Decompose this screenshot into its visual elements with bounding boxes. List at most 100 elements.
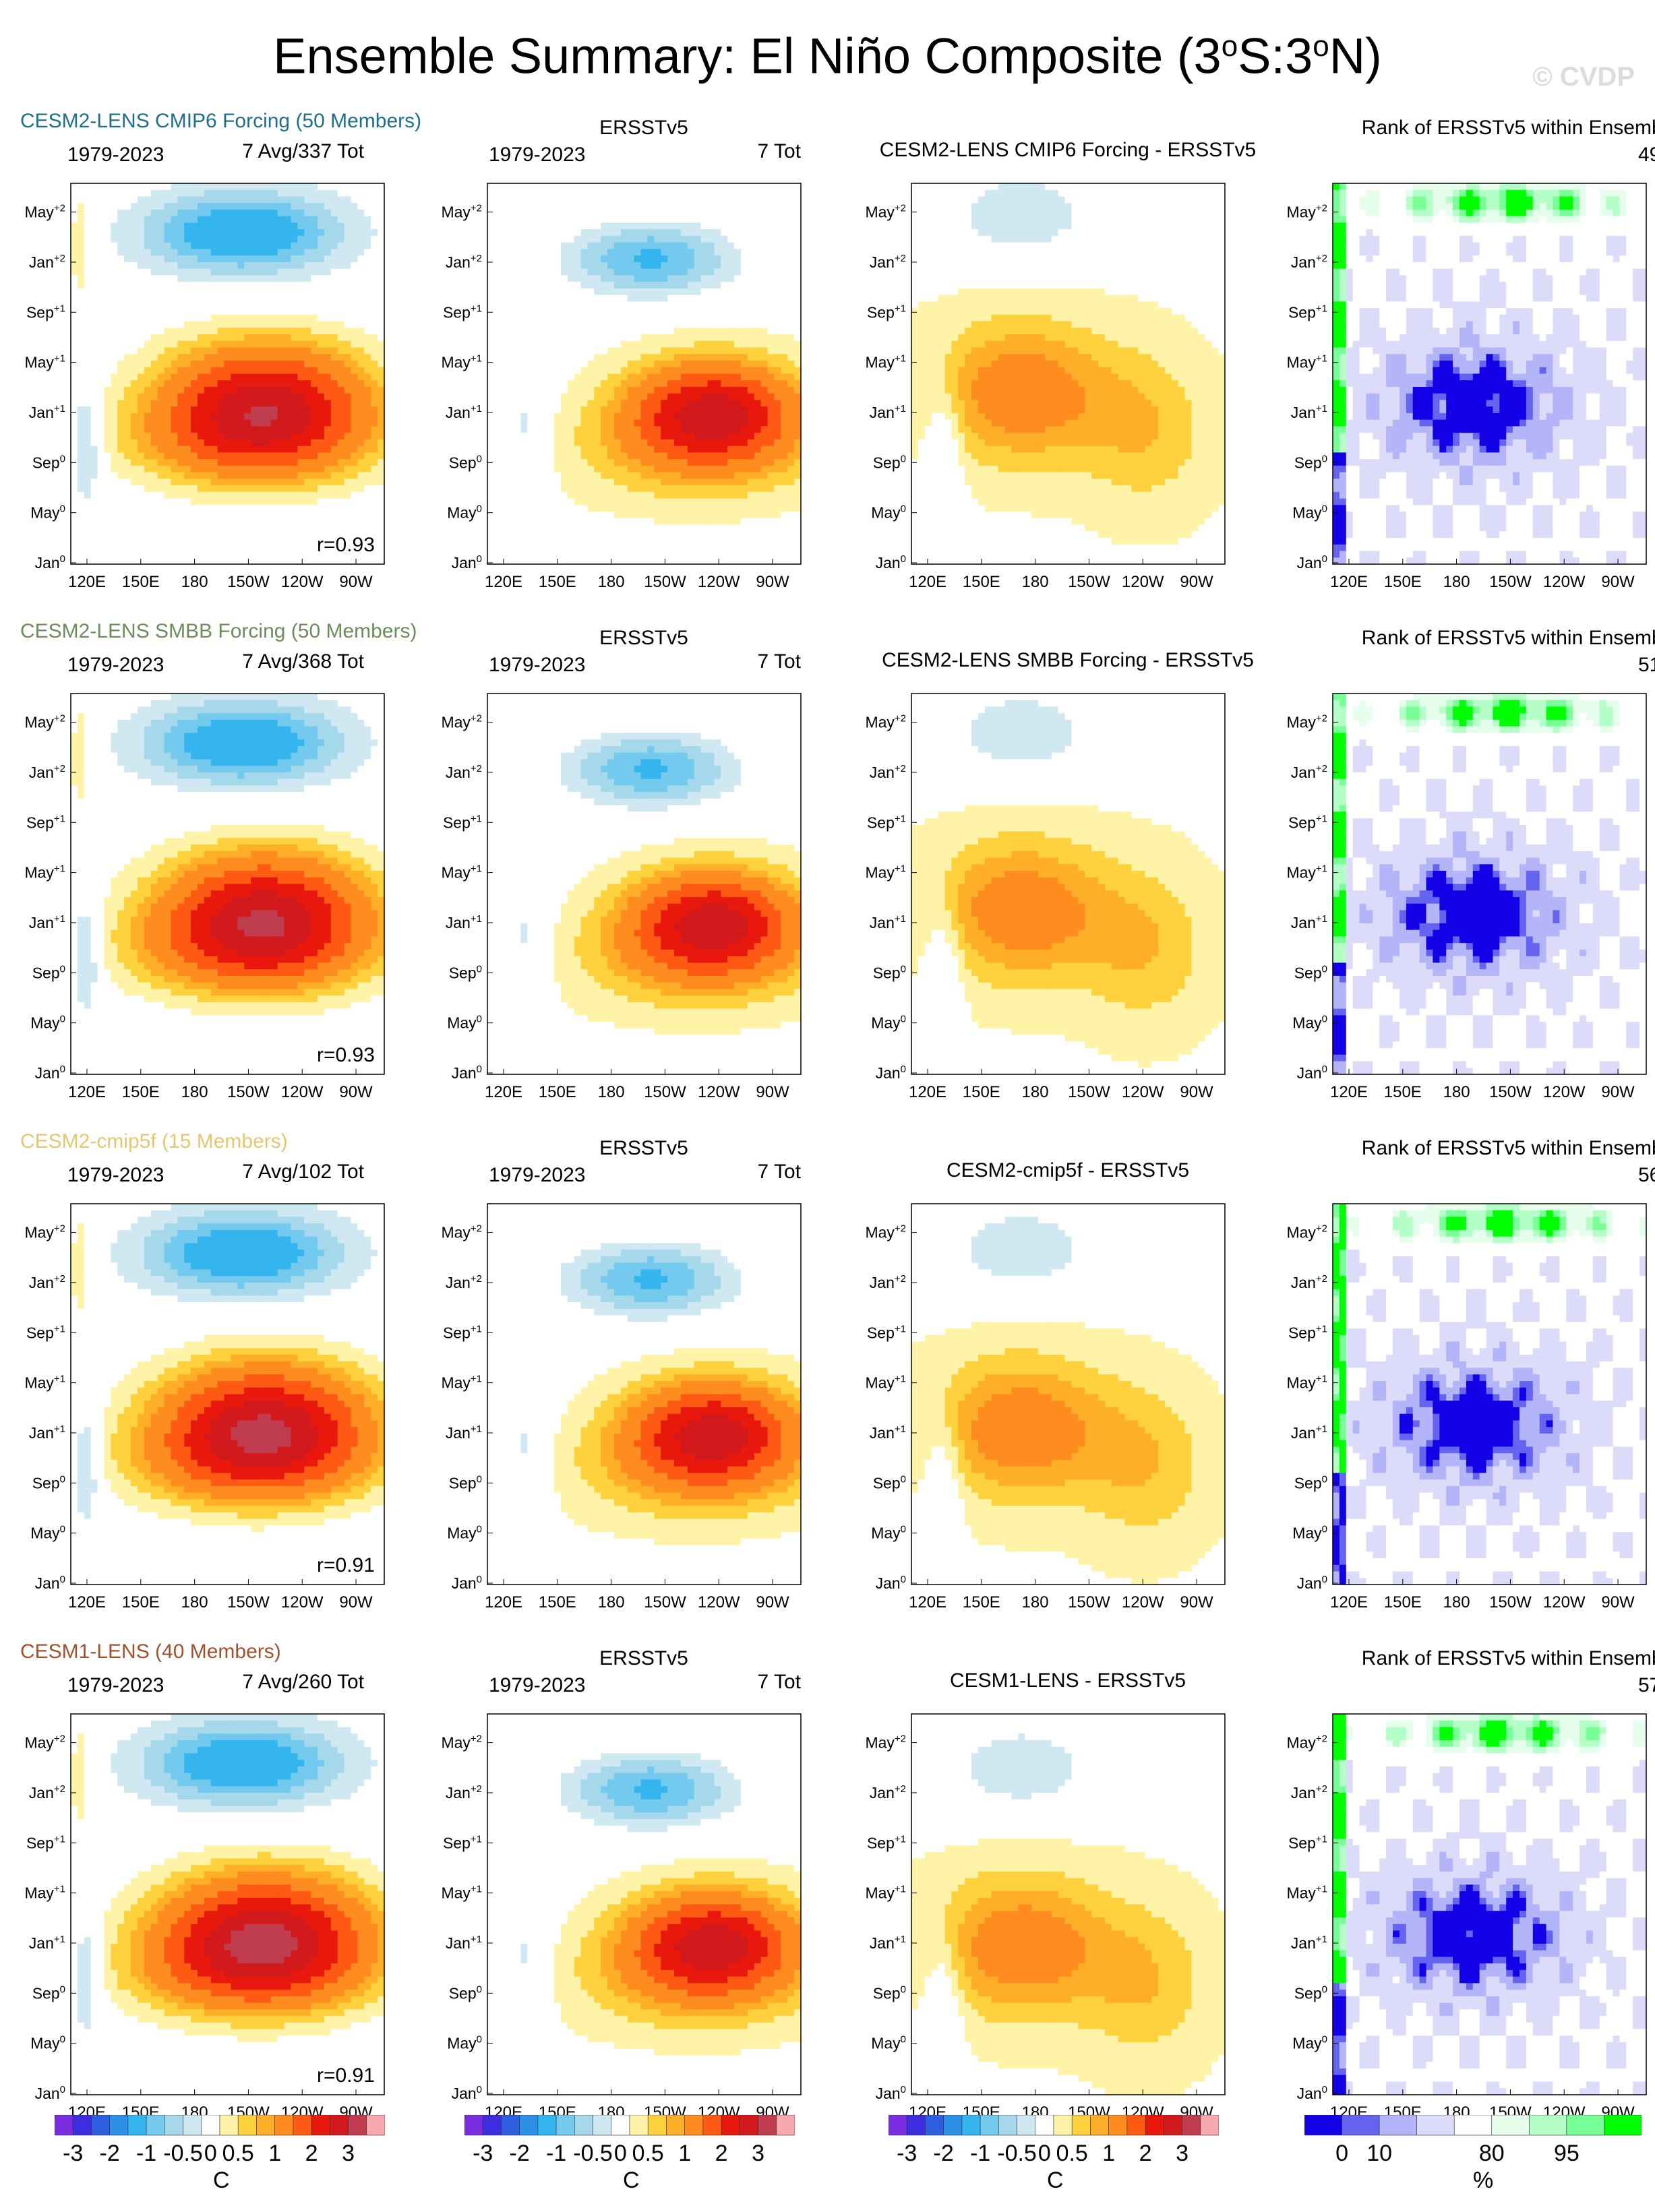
heatmap-cell xyxy=(721,354,728,361)
heatmap-cell xyxy=(594,334,601,342)
heatmap-cell xyxy=(117,255,125,263)
heatmap-cell xyxy=(514,412,522,421)
heatmap-cell xyxy=(580,472,588,479)
heatmap-cell xyxy=(787,334,795,342)
heatmap-cell xyxy=(217,347,225,355)
heatmap-cell xyxy=(507,275,515,282)
heatmap-cell xyxy=(493,340,502,348)
heatmap-cell xyxy=(237,459,245,466)
heatmap-cell xyxy=(774,209,781,217)
heatmap-cell xyxy=(378,347,385,355)
heatmap-cell xyxy=(184,452,191,460)
heatmap-cell xyxy=(607,189,615,197)
heatmap-cell xyxy=(371,406,378,414)
heatmap-cell xyxy=(687,183,695,191)
heatmap-cell xyxy=(84,472,92,479)
heatmap-cell xyxy=(344,314,352,322)
heatmap-cell xyxy=(774,328,781,335)
heatmap-cell xyxy=(707,361,715,368)
heatmap-cell xyxy=(284,380,292,388)
heatmap-cell xyxy=(634,183,642,191)
heatmap-cell xyxy=(157,538,165,545)
heatmap-cell xyxy=(760,328,769,335)
heatmap-cell xyxy=(580,255,588,263)
heatmap-cell xyxy=(357,465,365,473)
heatmap-cell xyxy=(740,262,748,270)
heatmap-cell xyxy=(721,446,728,453)
heatmap-cell xyxy=(514,242,522,250)
heatmap-cell xyxy=(344,242,352,250)
heatmap-cell xyxy=(707,472,715,479)
heatmap-cell xyxy=(740,433,748,440)
heatmap-cell xyxy=(351,433,359,440)
heatmap-cell xyxy=(587,262,595,270)
heatmap-cell xyxy=(258,419,265,427)
heatmap-cell xyxy=(197,275,205,282)
heatmap-cell xyxy=(258,216,265,224)
heatmap-cell xyxy=(97,314,105,322)
heatmap-cell xyxy=(634,406,642,414)
heatmap-cell xyxy=(157,275,165,282)
heatmap-cell xyxy=(727,380,735,388)
heatmap-cell xyxy=(224,406,232,414)
heatmap-cell xyxy=(514,321,522,328)
heatmap-cell xyxy=(613,433,622,440)
heatmap-cell xyxy=(137,400,145,407)
heatmap-cell xyxy=(330,235,338,243)
heatmap-cell xyxy=(71,347,78,355)
heatmap-cell xyxy=(767,452,775,460)
heatmap-cell xyxy=(567,380,575,388)
heatmap-cell xyxy=(217,189,225,197)
heatmap-cell xyxy=(527,406,535,414)
heatmap-cell xyxy=(344,459,352,466)
heatmap-cell xyxy=(714,465,721,473)
heatmap-cell xyxy=(534,479,541,486)
heatmap-cell xyxy=(654,229,661,237)
heatmap-cell xyxy=(774,268,781,276)
heatmap-cell xyxy=(740,328,748,335)
heatmap-cell xyxy=(164,373,171,381)
heatmap-cell xyxy=(357,386,365,394)
heatmap-cell xyxy=(291,242,298,250)
heatmap-cell xyxy=(157,354,165,361)
heatmap-cell xyxy=(117,301,125,309)
heatmap-cell xyxy=(324,328,332,335)
heatmap-cell xyxy=(760,183,769,191)
heatmap-cell xyxy=(580,412,588,421)
heatmap-cell xyxy=(694,472,702,479)
heatmap-cell xyxy=(700,373,709,381)
heatmap-cell xyxy=(351,412,359,421)
heatmap-cell xyxy=(594,314,601,322)
heatmap-cell xyxy=(277,282,285,289)
heatmap-cell xyxy=(627,229,635,237)
heatmap-cell xyxy=(224,452,232,460)
heatmap-cell xyxy=(184,361,191,368)
heatmap-cell xyxy=(707,328,715,335)
heatmap-cell xyxy=(364,255,371,263)
heatmap-cell xyxy=(244,308,251,315)
heatmap-cell xyxy=(781,485,788,493)
heatmap-cell xyxy=(371,426,378,433)
heatmap-cell xyxy=(244,255,251,263)
heatmap-cell xyxy=(567,209,575,217)
heatmap-cell xyxy=(144,380,152,388)
heatmap-cell xyxy=(587,282,595,289)
heatmap-cell xyxy=(264,183,272,191)
heatmap-cell xyxy=(507,485,515,493)
heatmap-cell xyxy=(754,412,762,421)
heatmap-cell xyxy=(197,249,205,256)
heatmap-cell xyxy=(357,459,365,466)
heatmap-cell xyxy=(258,189,265,197)
heatmap-cell xyxy=(357,367,365,375)
heatmap-cell xyxy=(520,282,528,289)
heatmap-cell xyxy=(620,189,628,197)
heatmap-cell xyxy=(767,203,775,210)
heatmap-cell xyxy=(137,321,145,328)
heatmap-cell xyxy=(487,334,495,342)
heatmap-cell xyxy=(224,347,232,355)
heatmap-cell xyxy=(231,459,238,466)
heatmap-cell xyxy=(694,406,702,414)
heatmap-cell xyxy=(97,249,105,256)
heatmap-cell xyxy=(654,340,661,348)
heatmap-cell xyxy=(647,393,655,401)
